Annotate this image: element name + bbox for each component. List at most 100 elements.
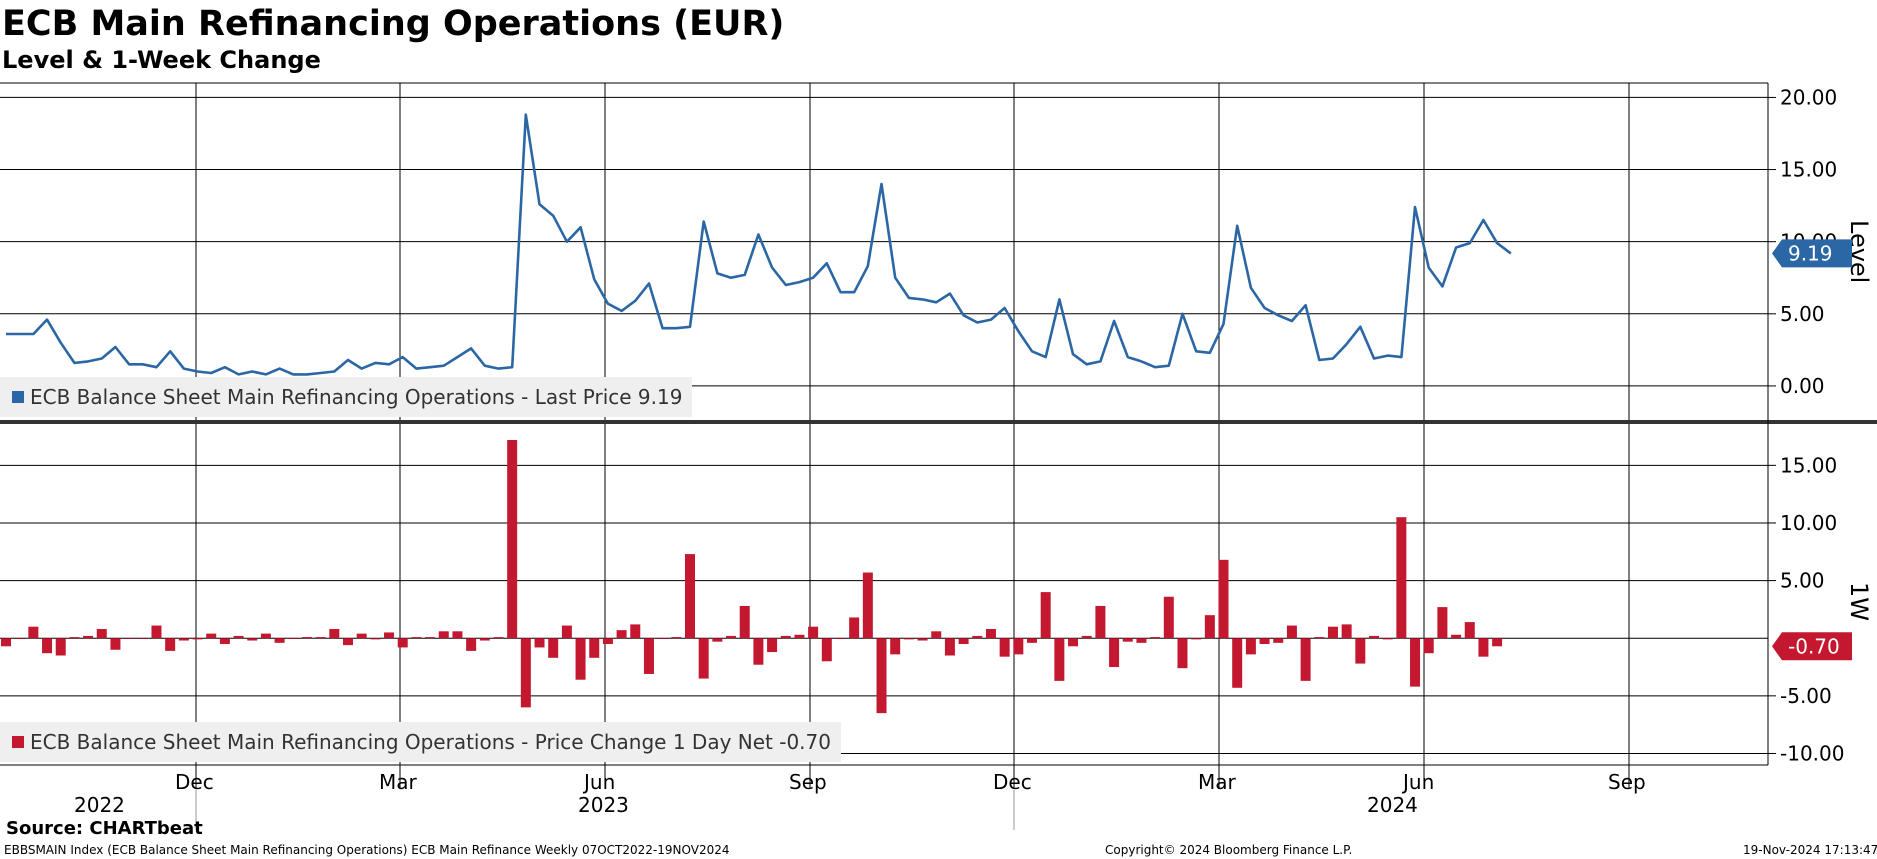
change-bar [452,631,463,639]
change-bar [657,638,668,640]
change-bar [438,631,449,639]
change-bar [534,638,545,648]
change-bar [192,638,203,640]
change-bar [520,638,531,708]
change-bar [1,638,11,647]
change-bar [343,638,353,646]
change-bar [55,638,66,656]
change-bar [630,624,641,639]
change-bar [1410,638,1421,687]
top-last-value-badge: 9.19 [1772,239,1852,268]
change-bar [931,631,942,639]
legend-swatch-line [12,391,24,403]
change-bar [1109,638,1120,668]
change-bar [96,629,107,639]
change-bar [1355,638,1366,664]
change-bar [479,638,490,641]
top-ytick-label: 20.00 [1780,85,1837,109]
change-bar [1081,635,1092,639]
change-bar [425,637,436,639]
change-bar [315,637,326,639]
change-bar [616,630,627,639]
legend-swatch-bar [12,736,24,748]
change-bar [944,638,955,656]
legend-top-label: ECB Balance Sheet Main Refinancing Opera… [30,385,683,409]
footer-timestamp: 19-Nov-2024 17:13:47 [1743,843,1877,857]
top-ytick-label: 0.00 [1780,374,1825,398]
change-bar [1191,638,1202,640]
change-bar [726,635,737,639]
change-bar [1286,625,1297,639]
bottom-axis-title: 1W [1845,582,1873,621]
x-month-label-mar: Mar [379,770,418,794]
change-bar [767,638,778,653]
x-year-label-2024: 2024 [1367,793,1418,817]
change-bar [1013,638,1024,655]
change-bar [507,439,518,639]
legend-top: ECB Balance Sheet Main Refinancing Opera… [0,377,693,417]
change-bar [1451,634,1462,639]
change-bar [972,635,983,639]
change-bar [780,635,791,639]
top-last-value-badge-shape [1772,239,1852,268]
change-bar [999,638,1010,657]
change-bar [1245,638,1256,655]
bottom-ytick-label: 10.00 [1780,511,1837,535]
change-bar [233,635,244,639]
bottom-ytick-label: 5.00 [1780,569,1825,593]
change-bar [274,638,285,643]
change-bar [219,638,230,644]
x-month-label-dec: Dec [175,770,214,794]
change-bar [110,638,121,650]
change-bar [903,638,914,640]
change-bar [712,638,723,642]
change-bar [247,638,258,641]
change-bar [548,638,559,658]
change-bar [384,632,395,639]
change-bar [411,637,422,639]
change-bar [1150,637,1161,639]
change-bar [1341,624,1352,639]
x-year-label-2023: 2023 [578,793,629,817]
change-bar [1136,638,1147,643]
change-bar [561,625,572,639]
footer-copyright: Copyright© 2024 Bloomberg Finance L.P. [1105,843,1353,857]
chart-title: ECB Main Refinancing Operations (EUR) [2,4,785,44]
level-line [6,113,1512,376]
change-bar [124,638,135,640]
change-bar [835,638,846,640]
change-bar [493,637,504,639]
change-bar [260,633,271,639]
change-bar [1423,638,1434,654]
change-bar [890,638,901,655]
change-bar [370,638,381,640]
change-bar [1369,635,1379,639]
change-bar [206,633,217,639]
x-month-label-dec: Dec [993,770,1032,794]
change-bar [1259,638,1270,644]
change-bar [985,629,996,639]
line-series-layer [6,113,1512,376]
axis-layer: 20.0015.0010.005.000.0015.0010.005.00-5.… [0,82,1877,817]
change-bar [1204,615,1215,639]
change-bar [821,638,832,662]
x-month-label-sep: Sep [1608,770,1646,794]
change-bar [643,638,654,674]
source-label: Source: CHARTbeat [6,818,203,839]
change-bar [1068,638,1079,647]
change-bar [466,638,477,651]
top-ytick-label: 5.00 [1780,302,1825,326]
change-bar [876,638,887,714]
x-year-label-2022: 2022 [74,793,125,817]
change-bar [14,638,25,640]
change-bar [808,626,819,639]
legend-bottom: ECB Balance Sheet Main Refinancing Opera… [0,722,841,762]
bottom-last-value-badge-shape [1772,632,1852,661]
bottom-ytick-label: 15.00 [1780,453,1837,477]
change-bar [1327,626,1338,639]
change-bar [589,638,600,658]
change-bar [862,572,873,639]
x-month-label-jun: Jun [582,770,615,794]
change-bar [753,638,764,665]
